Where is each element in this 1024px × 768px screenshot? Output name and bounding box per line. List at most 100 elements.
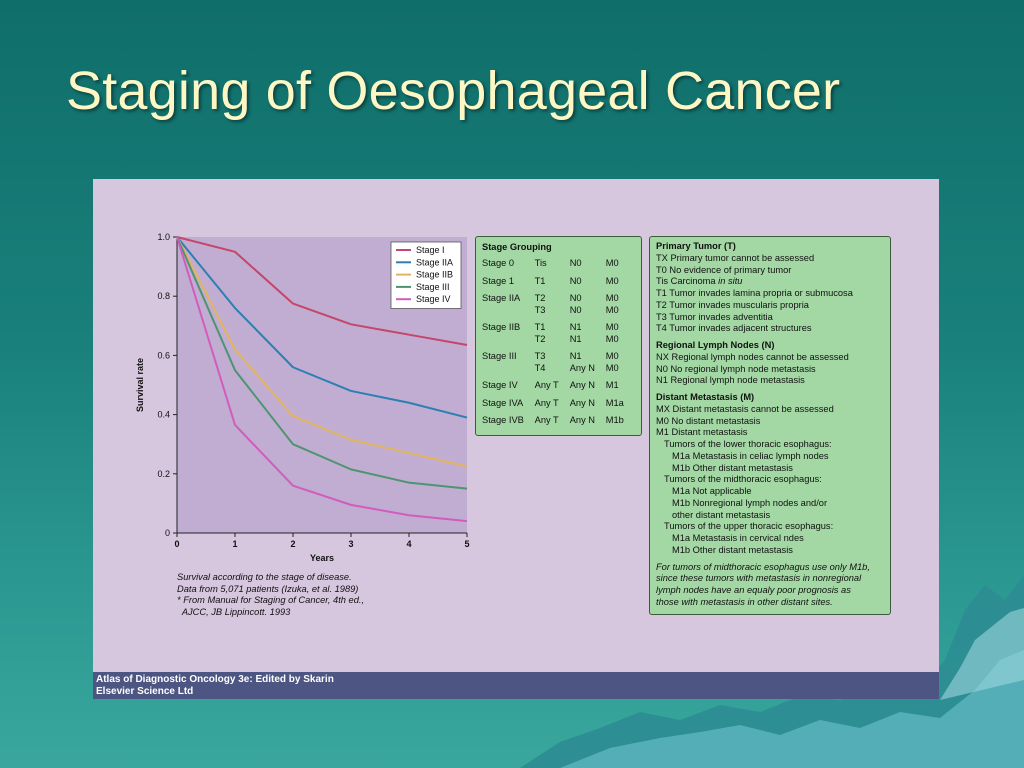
tnm-line: Tis Carcinoma in situ xyxy=(656,276,884,288)
x-tick-label: 3 xyxy=(348,539,353,549)
stage-label: Stage IVA xyxy=(482,397,524,408)
stage-label: Stage IIA xyxy=(482,293,521,303)
staging-figure: 0 0.2 0.4 0.6 0.8 1.0 0 1 2 3 4 5 Stage I Stage IIA S… xyxy=(93,179,939,699)
tnm-line: Tumors of the lower thoracic esophagus: xyxy=(664,439,832,449)
m-value: M0 xyxy=(605,275,619,286)
stage-row: Stage III T3 T4 N1 Any N M0 M0 xyxy=(482,351,635,374)
stage-row: Stage IVA Any T Any N M1a xyxy=(482,398,635,410)
n-value: N0 xyxy=(569,258,582,268)
y-tick-label: 0.8 xyxy=(157,291,170,301)
tnm-footnote-line: since these tumors with metastasis in no… xyxy=(656,573,862,584)
caption-line: Atlas of Diagnostic Oncology 3e: Edited … xyxy=(96,674,334,685)
tnm-footnote-line: lymph nodes have an equaly poor prognosi… xyxy=(656,585,851,595)
tnm-footnote-line: those with metastasis in other distant s… xyxy=(656,596,833,607)
tnm-line: M0 No distant metastasis xyxy=(656,415,761,426)
tnm-line: Tumors of the midthoracic esophagus: xyxy=(664,474,822,485)
m-value: M0 xyxy=(605,258,619,268)
tnm-line: M1 Distant metastasis xyxy=(656,427,748,438)
tnm-definitions: Primary Tumor (T) TX Primary tumor canno… xyxy=(649,236,891,615)
tnm-line: T4 Tumor invades adjacent structures xyxy=(656,323,812,334)
legend-label: Stage IIA xyxy=(416,257,453,267)
m-value: M0 M0 xyxy=(605,322,619,344)
tnm-line: T2 Tumor invades muscularis propria xyxy=(656,299,809,310)
tnm-line: Tumors of the upper thoracic esophagus: xyxy=(664,521,834,532)
tnm-line: N0 No regional lymph node metastasis xyxy=(656,363,816,374)
tis-italic-text: in situ xyxy=(718,276,743,287)
stage-row: Stage 1 T1 N0 M0 xyxy=(482,276,635,288)
tnm-line: M1a Metastasis in celiac lymph nodes xyxy=(672,450,829,461)
m-value: M1b xyxy=(605,415,624,425)
legend-label: Stage IV xyxy=(416,294,451,304)
stage-grouping-table: Stage Grouping Stage 0 Tis N0 M0 Stage 1 T1 N0… xyxy=(475,236,642,436)
y-tick-label: 0.4 xyxy=(157,410,170,420)
n-value: Any N xyxy=(569,380,596,390)
tnm-line: M1a Not applicable xyxy=(672,486,752,496)
tnm-line: T3 Tumor invades adventitia xyxy=(656,311,773,322)
t-value: Any T xyxy=(534,380,559,390)
tnm-line: T1 Tumor invades lamina propria or submu… xyxy=(656,288,853,298)
x-tick-label: 5 xyxy=(464,539,469,549)
stage-row: Stage IIB T1 T2 N1 N1 M0 M0 xyxy=(482,322,635,345)
series-line xyxy=(176,236,468,468)
n-value: N1 N1 xyxy=(569,322,582,344)
tnm-line: T0 No evidence of primary tumor xyxy=(656,264,792,275)
n-value: N0 xyxy=(569,275,582,286)
stage-label: Stage III xyxy=(482,351,517,361)
t-value: T2 T3 xyxy=(534,293,546,315)
caption-line: Elsevier Science Ltd xyxy=(96,686,194,697)
t-value: Tis xyxy=(534,258,547,268)
y-tick-label: 0 xyxy=(165,528,170,538)
tnm-line: M1b Other distant metastasis xyxy=(672,462,793,473)
y-axis-label: Survival rate xyxy=(135,358,145,412)
n-value: N1 Any N xyxy=(569,351,596,373)
tis-text: Tis Carcinoma xyxy=(656,276,719,287)
n-value: Any N xyxy=(569,415,596,425)
t-value: Any T xyxy=(534,397,559,408)
x-tick-label: 4 xyxy=(406,539,411,549)
tnm-line: N1 Regional lymph node metastasis xyxy=(656,375,805,386)
tnm-line: NX Regional lymph nodes cannot be assess… xyxy=(656,351,849,362)
x-tick-label: 0 xyxy=(174,539,179,549)
tnm-line: M1b Nonregional lymph nodes and/or xyxy=(672,497,828,508)
legend-label: Stage IIB xyxy=(416,270,453,280)
stage-label: Stage IV xyxy=(482,380,518,390)
stage-label: Stage 1 xyxy=(482,275,515,286)
m-value: M0 M0 xyxy=(605,293,619,315)
distant-metastasis-title: Distant Metastasis (M) xyxy=(656,392,755,402)
stage-row: Stage IV Any T Any N M1 xyxy=(482,380,635,392)
survival-chart: 0 0.2 0.4 0.6 0.8 1.0 0 1 2 3 4 5 Stage I Stage IIA S… xyxy=(135,232,470,563)
t-value: Any T xyxy=(534,415,559,425)
m-value: M1a xyxy=(605,397,624,408)
stage-row: Stage IVB Any T Any N M1b xyxy=(482,415,635,427)
stage-grouping-title: Stage Grouping xyxy=(482,242,552,252)
tnm-line: M1a Metastasis in cervical ndes xyxy=(672,533,804,543)
tnm-line: MX Distant metastasis cannot be assessed xyxy=(656,403,834,414)
stage-row: Stage IIA T2 T3 N0 N0 M0 M0 xyxy=(482,293,635,316)
t-value: T3 T4 xyxy=(534,351,546,373)
primary-tumor-title: Primary Tumor (T) xyxy=(656,241,736,251)
t-value: T1 xyxy=(534,275,546,286)
stage-row: Stage 0 Tis N0 M0 xyxy=(482,258,635,270)
series-line xyxy=(176,236,468,419)
chart-note-line: * From Manual for Staging of Cancer, 4th… xyxy=(177,595,365,605)
chart-note-line: Data from 5,071 patients (Izuka, et al. … xyxy=(177,583,359,594)
x-tick-label: 2 xyxy=(290,539,295,549)
tnm-line: other distant metastasis xyxy=(672,509,771,520)
y-tick-label: 0.6 xyxy=(157,350,170,360)
y-tick-label: 0.2 xyxy=(157,469,170,479)
tnm-line: TX Primary tumor cannot be assessed xyxy=(656,252,815,263)
n-value: Any N xyxy=(569,397,596,408)
chart-note-line: AJCC, JB Lippincott. 1993 xyxy=(177,606,291,617)
tnm-footnote-line: For tumors of midthoracic esophagus use … xyxy=(656,561,870,572)
m-value: M0 M0 xyxy=(605,351,619,373)
tnm-line: M1b Other distant metastasis xyxy=(672,544,793,555)
slide-title: Staging of Oesophageal Cancer xyxy=(66,61,841,121)
x-tick-label: 1 xyxy=(232,539,237,549)
legend-label: Stage I xyxy=(416,245,445,255)
stage-label: Stage IIB xyxy=(482,322,521,332)
source-caption: Atlas of Diagnostic Oncology 3e: Edited … xyxy=(93,672,939,699)
legend-label: Stage III xyxy=(416,282,450,292)
series-line xyxy=(176,236,468,523)
t-value: T1 T2 xyxy=(534,322,546,344)
